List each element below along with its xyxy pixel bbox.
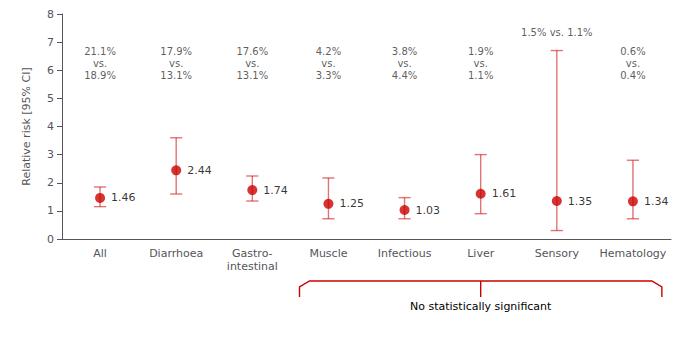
svg-text:17.6%: 17.6% bbox=[236, 46, 268, 57]
svg-text:1.03: 1.03 bbox=[416, 204, 441, 217]
svg-text:2.44: 2.44 bbox=[187, 164, 212, 177]
svg-text:vs.: vs. bbox=[169, 58, 183, 69]
svg-text:17.9%: 17.9% bbox=[160, 46, 192, 57]
svg-text:Infectious: Infectious bbox=[378, 247, 432, 260]
svg-text:Liver: Liver bbox=[467, 247, 494, 260]
svg-text:vs.: vs. bbox=[474, 58, 488, 69]
svg-text:1: 1 bbox=[47, 204, 54, 217]
svg-text:Hematology: Hematology bbox=[600, 247, 667, 260]
svg-text:Sensory: Sensory bbox=[535, 247, 580, 260]
svg-text:0.6%: 0.6% bbox=[620, 46, 645, 57]
svg-text:1.35: 1.35 bbox=[568, 195, 593, 208]
svg-text:vs.: vs. bbox=[321, 58, 335, 69]
svg-text:6: 6 bbox=[47, 64, 54, 77]
svg-text:4.4%: 4.4% bbox=[392, 70, 417, 81]
svg-text:1.74: 1.74 bbox=[263, 184, 288, 197]
svg-text:8: 8 bbox=[47, 8, 54, 21]
svg-text:13.1%: 13.1% bbox=[160, 70, 192, 81]
svg-text:1.61: 1.61 bbox=[492, 187, 517, 200]
svg-text:Relative risk [95% CI]: Relative risk [95% CI] bbox=[20, 67, 33, 186]
svg-text:intestinal: intestinal bbox=[227, 260, 278, 273]
svg-text:7: 7 bbox=[47, 36, 54, 49]
svg-text:No statistically significant: No statistically significant bbox=[410, 300, 552, 313]
svg-text:1.34: 1.34 bbox=[644, 195, 669, 208]
svg-text:4.2%: 4.2% bbox=[316, 46, 341, 57]
svg-text:21.1%: 21.1% bbox=[84, 46, 116, 57]
svg-text:3.8%: 3.8% bbox=[392, 46, 417, 57]
svg-text:1.25: 1.25 bbox=[339, 197, 364, 210]
svg-text:All: All bbox=[93, 247, 107, 260]
svg-text:1.9%: 1.9% bbox=[468, 46, 493, 57]
svg-text:0: 0 bbox=[47, 233, 54, 246]
svg-text:3: 3 bbox=[47, 148, 54, 161]
svg-text:vs.: vs. bbox=[93, 58, 107, 69]
svg-text:3.3%: 3.3% bbox=[316, 70, 341, 81]
svg-text:Diarrhoea: Diarrhoea bbox=[149, 247, 203, 260]
svg-text:vs.: vs. bbox=[626, 58, 640, 69]
svg-text:Muscle: Muscle bbox=[309, 247, 347, 260]
svg-text:1.1%: 1.1% bbox=[468, 70, 493, 81]
svg-text:vs.: vs. bbox=[245, 58, 259, 69]
svg-text:Gastro-: Gastro- bbox=[232, 247, 273, 260]
svg-text:1.5% vs. 1.1%: 1.5% vs. 1.1% bbox=[521, 27, 592, 38]
svg-text:1.46: 1.46 bbox=[111, 191, 136, 204]
svg-text:18.9%: 18.9% bbox=[84, 70, 116, 81]
svg-text:4: 4 bbox=[47, 120, 54, 133]
svg-text:13.1%: 13.1% bbox=[236, 70, 268, 81]
svg-text:vs.: vs. bbox=[397, 58, 411, 69]
svg-text:2: 2 bbox=[47, 176, 54, 189]
svg-text:5: 5 bbox=[47, 92, 54, 105]
svg-text:0.4%: 0.4% bbox=[620, 70, 645, 81]
